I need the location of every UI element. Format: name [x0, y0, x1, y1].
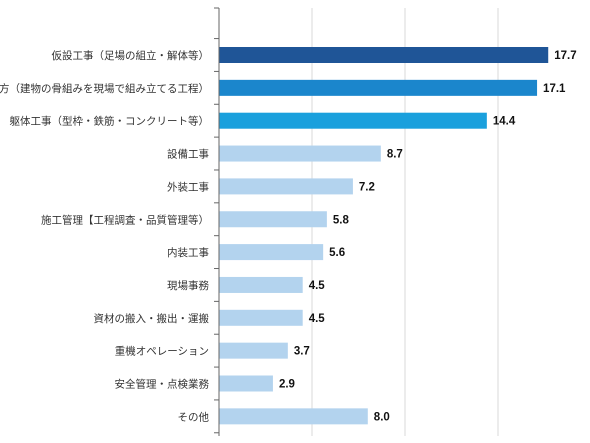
data-label: 4.5: [309, 313, 326, 325]
category-label: 施工管理【工程調査・品質管理等）: [41, 213, 209, 226]
bars: [219, 47, 549, 425]
category-label: 設備工事: [167, 148, 209, 161]
bar: [219, 178, 353, 195]
bar: [219, 211, 327, 228]
bar: [219, 79, 538, 96]
data-label: 5.8: [333, 214, 350, 226]
category-label: 重機オペレーション: [115, 345, 209, 358]
data-label: 5.6: [329, 247, 345, 259]
bar: [219, 244, 324, 261]
category-labels: 仮設工事（足場の組立・解体等） 建方（建物の骨組みを現場で組み立てる工程） 躯体工事…: [0, 49, 209, 423]
bar: [219, 408, 368, 425]
data-label: 17.1: [543, 83, 566, 95]
value-labels: 17.7 17.1 14.4 8.7 7.2 5.8 5.6 4.5 4.5 3.7 2.9 8.0: [279, 50, 577, 423]
bar: [219, 309, 303, 326]
data-label: 2.9: [279, 379, 295, 391]
bar: [219, 145, 381, 162]
bar: [219, 112, 487, 129]
data-label: 3.7: [294, 346, 310, 358]
data-label: 8.0: [374, 411, 390, 423]
data-label: 4.5: [309, 280, 326, 292]
data-label: 8.7: [387, 149, 403, 161]
category-label: 安全管理・点検業務: [115, 378, 210, 391]
data-label: 7.2: [359, 181, 375, 193]
bar: [219, 342, 288, 359]
data-label: 14.4: [493, 116, 516, 128]
bar: [219, 47, 549, 63]
category-label: 建方（建物の骨組みを現場で組み立てる工程）: [0, 82, 209, 95]
bar: [219, 276, 303, 293]
data-label: 17.7: [554, 50, 576, 62]
category-label: 資材の搬入・搬出・運搬: [94, 312, 210, 325]
category-label: その他: [178, 410, 210, 423]
axis: [214, 7, 220, 436]
category-label: 現場事務: [167, 279, 209, 292]
category-label: 外装工事: [167, 180, 209, 193]
category-label: 内装工事: [167, 246, 209, 259]
category-label: 仮設工事（足場の組立・解体等）: [52, 49, 210, 62]
bar: [219, 375, 273, 392]
category-label: 躯体工事（型枠・鉄筋・コンクリート等）: [10, 115, 210, 128]
